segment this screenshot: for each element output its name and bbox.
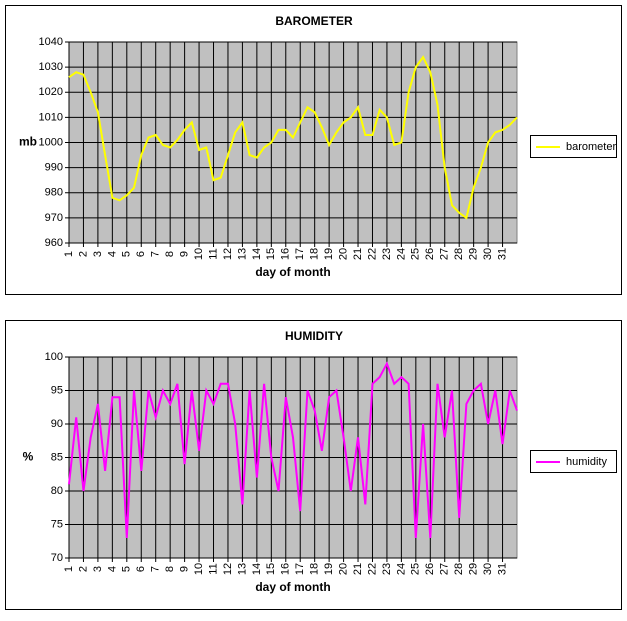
legend-label: barometer	[566, 141, 616, 153]
x-tick-label: 13	[236, 563, 248, 575]
x-tick-label: 3	[92, 566, 104, 572]
x-tick-label: 8	[164, 566, 176, 572]
x-tick-label: 31	[496, 563, 508, 575]
x-tick-label: 6	[135, 251, 147, 257]
y-tick-label: 1040	[39, 36, 63, 48]
y-axis-label: mb	[19, 135, 37, 149]
x-tick-label: 24	[395, 248, 407, 260]
x-tick-label: 23	[381, 563, 393, 575]
x-tick-label: 17	[294, 248, 306, 260]
x-tick-label: 4	[106, 251, 118, 257]
x-tick-label: 22	[366, 563, 378, 575]
legend-label: humidity	[566, 456, 607, 468]
x-tick-label: 14	[251, 563, 263, 575]
x-tick-label: 14	[251, 248, 263, 260]
x-tick-label: 26	[424, 563, 436, 575]
x-tick-label: 4	[106, 566, 118, 572]
x-tick-label: 6	[135, 566, 147, 572]
y-tick-label: 85	[51, 451, 63, 463]
x-tick-label: 16	[280, 563, 292, 575]
x-tick-label: 2	[77, 566, 89, 572]
x-tick-label: 2	[77, 251, 89, 257]
legend-box	[530, 135, 617, 158]
y-tick-label: 100	[45, 351, 63, 363]
x-tick-label: 10	[193, 248, 205, 260]
x-tick-label: 11	[207, 248, 219, 259]
x-tick-label: 29	[468, 563, 480, 575]
x-tick-label: 28	[453, 563, 465, 575]
x-axis-label: day of month	[255, 580, 330, 594]
x-tick-label: 22	[366, 248, 378, 260]
x-tick-label: 16	[280, 248, 292, 260]
x-tick-label: 10	[193, 563, 205, 575]
x-tick-label: 5	[121, 251, 133, 257]
x-tick-label: 7	[150, 251, 162, 257]
y-tick-label: 980	[45, 187, 63, 199]
x-tick-label: 19	[323, 248, 335, 260]
y-tick-label: 1010	[39, 111, 63, 123]
y-tick-label: 90	[51, 418, 63, 430]
x-tick-label: 9	[179, 251, 191, 257]
y-tick-label: 1030	[39, 61, 63, 73]
x-tick-label: 31	[496, 248, 508, 260]
x-tick-label: 20	[337, 563, 349, 575]
x-tick-label: 1	[63, 251, 75, 257]
chart-title: HUMIDITY	[285, 329, 343, 343]
x-tick-label: 13	[236, 248, 248, 260]
x-tick-label: 30	[482, 248, 494, 260]
x-tick-label: 25	[410, 248, 422, 260]
y-tick-label: 970	[45, 212, 63, 224]
x-tick-label: 18	[309, 248, 321, 260]
y-tick-label: 990	[45, 162, 63, 174]
x-tick-label: 23	[381, 248, 393, 260]
y-tick-label: 960	[45, 237, 63, 249]
data-line	[68, 361, 518, 538]
x-tick-label: 30	[482, 563, 494, 575]
x-tick-label: 12	[222, 563, 234, 575]
x-tick-label: 19	[323, 563, 335, 575]
x-tick-label: 21	[352, 248, 364, 260]
x-axis-label: day of month	[255, 265, 330, 279]
legend-box	[530, 450, 617, 473]
x-tick-label: 17	[294, 563, 306, 575]
x-tick-label: 7	[150, 566, 162, 572]
x-tick-label: 18	[309, 563, 321, 575]
y-axis-label: %	[23, 450, 34, 464]
x-tick-label: 11	[207, 563, 219, 574]
y-tick-label: 80	[51, 485, 63, 497]
x-tick-label: 20	[337, 248, 349, 260]
x-tick-label: 29	[468, 248, 480, 260]
x-tick-label: 3	[92, 251, 104, 257]
x-tick-label: 15	[265, 248, 277, 260]
y-tick-label: 95	[51, 384, 63, 396]
data-line	[68, 55, 518, 220]
y-tick-label: 70	[51, 552, 63, 564]
y-tick-label: 1000	[39, 136, 63, 148]
x-tick-label: 15	[265, 563, 277, 575]
x-tick-label: 21	[352, 563, 364, 575]
y-tick-label: 75	[51, 518, 63, 530]
x-tick-label: 1	[63, 566, 75, 572]
x-tick-label: 8	[164, 251, 176, 257]
chart-title: BAROMETER	[275, 14, 353, 28]
x-tick-label: 5	[121, 566, 133, 572]
x-tick-label: 28	[453, 248, 465, 260]
x-tick-label: 12	[222, 248, 234, 260]
x-tick-label: 9	[179, 566, 191, 572]
x-tick-label: 26	[424, 248, 436, 260]
x-tick-label: 24	[395, 563, 407, 575]
x-tick-label: 27	[439, 248, 451, 260]
x-tick-label: 25	[410, 563, 422, 575]
y-tick-label: 1020	[39, 86, 63, 98]
x-tick-label: 27	[439, 563, 451, 575]
